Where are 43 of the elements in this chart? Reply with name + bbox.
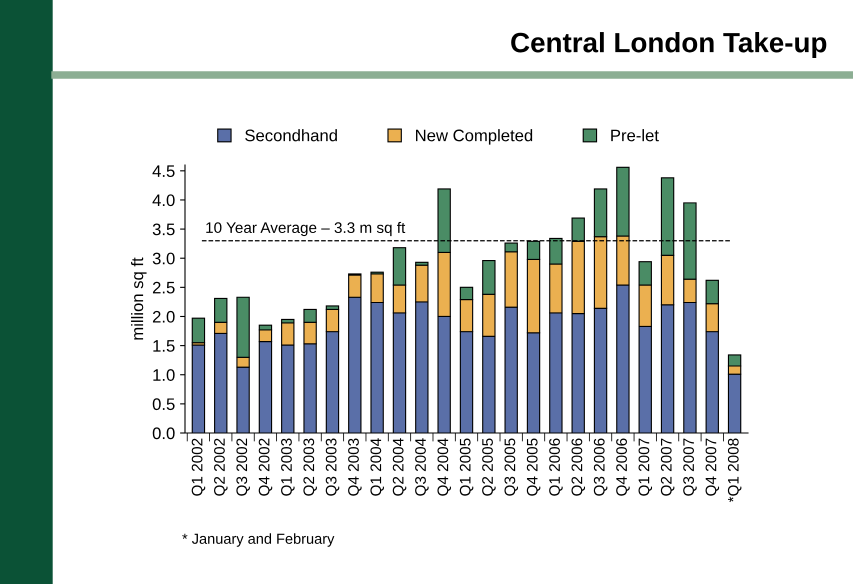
x-tick-label: Q2 2005 — [482, 438, 496, 496]
y-tick-label: 0.5 — [152, 398, 175, 410]
y-tick-label: 3.5 — [152, 223, 175, 236]
x-tick-label: Q4 2003 — [348, 438, 362, 496]
text: * January and February — [182, 533, 334, 547]
y-tick-label: 1.0 — [153, 369, 175, 381]
x-tick-label: Q4 2005 — [526, 438, 540, 496]
x-tick-label: Q1 2004 — [370, 438, 384, 496]
x-tick-label: Q1 2007 — [638, 438, 652, 496]
y-axis-title: million sq ft — [131, 257, 147, 340]
chart-title: Central London Take-up — [511, 32, 826, 58]
legend-label: New Completed — [416, 129, 532, 145]
y-tick-label: 2.0 — [152, 310, 175, 323]
legend-label: Pre-let — [611, 129, 659, 142]
x-tick-label: Q3 2007 — [683, 438, 697, 496]
bar — [192, 318, 206, 344]
x-tick-label: Q4 2006 — [616, 438, 630, 496]
y-tick-label: 4.0 — [152, 194, 175, 206]
ref-line-label: 10 Year Average – 3.3 m sq ft — [206, 222, 406, 236]
x-tick-label: Q3 2005 — [504, 438, 518, 496]
x-tick-label: Q2 2003 — [303, 438, 317, 496]
x-tick-label: Q1 2006 — [549, 438, 563, 496]
x-tick-label: Q1 2005 — [460, 438, 474, 496]
x-tick-label: Q1 2002 — [192, 438, 206, 496]
x-tick-label: Q3 2004 — [415, 438, 429, 496]
y-tick-label: 3.0 — [152, 252, 175, 264]
x-tick-label: Q3 2003 — [326, 438, 340, 496]
x-tick-label: Q2 2007 — [660, 438, 674, 496]
x-tick-label: Q2 2004 — [392, 438, 406, 496]
x-tick-label: Q2 2002 — [214, 438, 228, 496]
x-tick-label: Q3 2002 — [236, 438, 250, 496]
x-tick-label: Q1 2003 — [281, 438, 295, 496]
x-tick-label: Q4 2002 — [258, 438, 272, 496]
x-tick-label: Q4 2007 — [706, 438, 720, 496]
y-tick-label: 2.5 — [152, 282, 175, 294]
y-tick-label: 1.5 — [153, 340, 175, 352]
x-tick-label: Q3 2006 — [594, 438, 608, 496]
x-tick-label: Q4 2004 — [437, 438, 451, 496]
x-tick-label: Q2 2006 — [571, 438, 586, 496]
x-tick-label: *Q1 2008 — [728, 438, 742, 502]
y-tick-label: 0.0 — [152, 427, 175, 440]
legend-label: Secondhand — [245, 129, 337, 142]
y-tick-label: 4.5 — [152, 165, 175, 178]
